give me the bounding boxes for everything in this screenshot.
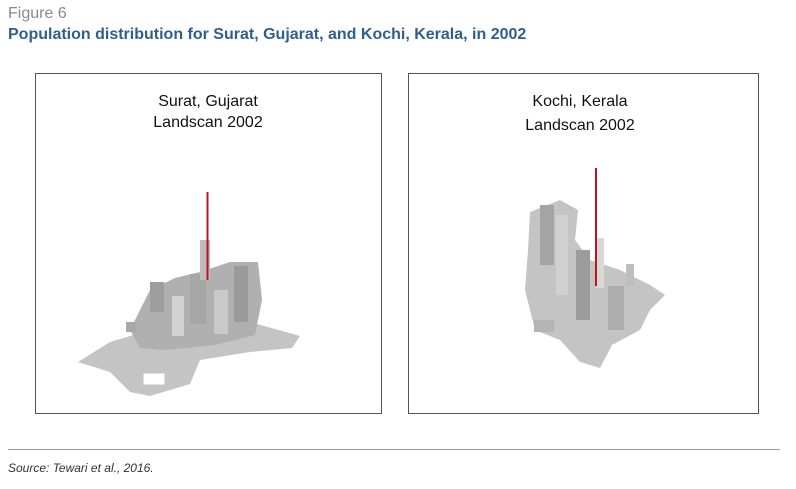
figure-panels: Surat, Gujarat Landscan 2002 Kochi, Kera… <box>35 73 759 414</box>
relief-block <box>626 264 634 286</box>
relief-block <box>190 274 206 324</box>
relief-hole <box>140 370 168 388</box>
relief-block <box>126 322 136 332</box>
relief-block <box>608 286 624 330</box>
figure-label: Figure 6 <box>8 5 67 22</box>
panel-title: Kochi, Kerala <box>532 93 627 110</box>
panel-subtitle: Landscan 2002 <box>525 117 635 134</box>
relief-block <box>150 282 164 312</box>
relief-base <box>78 322 300 396</box>
divider <box>8 449 780 450</box>
relief-block <box>540 205 554 265</box>
relief-block <box>172 296 184 336</box>
panel-title: Surat, Gujarat <box>158 93 258 110</box>
source-note: Source: Tewari et al., 2016. <box>8 461 154 475</box>
panel-subtitle: Landscan 2002 <box>153 114 263 131</box>
relief-block <box>596 238 604 288</box>
relief-block <box>556 215 568 295</box>
relief-block <box>214 290 228 334</box>
relief-block <box>534 320 554 332</box>
surat-relief <box>78 192 300 396</box>
kochi-relief <box>525 168 665 368</box>
relief-block <box>200 240 210 280</box>
relief-block <box>576 250 590 320</box>
relief-block <box>234 266 248 322</box>
figure-title: Population distribution for Surat, Gujar… <box>8 26 527 43</box>
